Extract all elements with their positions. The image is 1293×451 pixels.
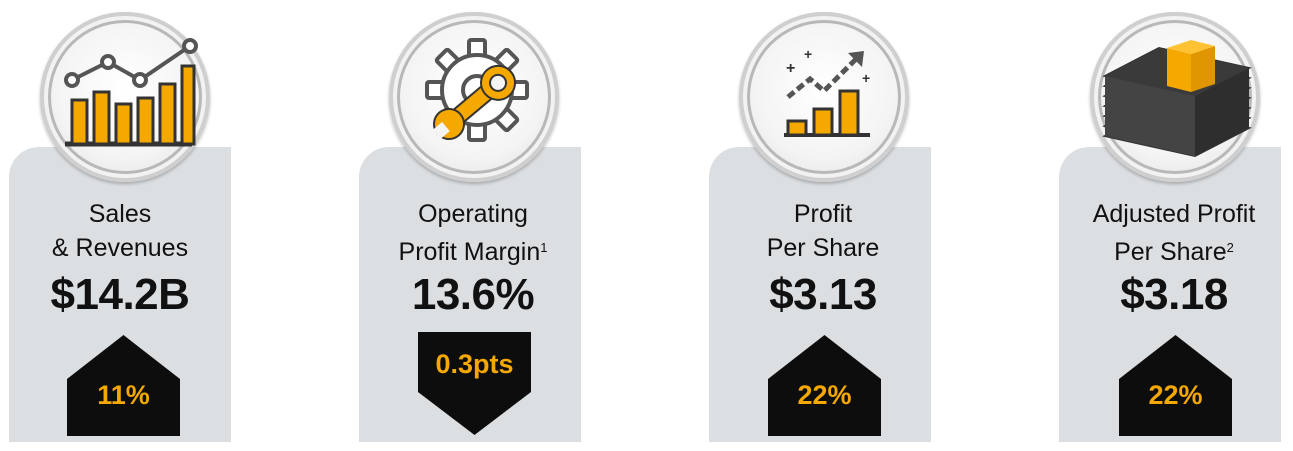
metric-label-line1: Profit (793, 200, 853, 228)
change-badge-up-profit-per-share: 22% (768, 335, 881, 436)
change-value-profit-per-share: 22% (797, 380, 852, 410)
growth-chart-icon: + + + (784, 46, 870, 137)
metric-icon-circle-operating-margin (389, 12, 559, 182)
footnote-marker: 2 (1226, 240, 1234, 255)
metric-label-line1: Sales (88, 200, 152, 228)
metric-icon-circle-adjusted-profit-per-share (1090, 12, 1260, 182)
cash-stack-icon (1102, 40, 1252, 158)
footnote-marker: 1 (540, 240, 548, 255)
metric-label-line2: Profit Margin (398, 238, 541, 266)
up-arrow-shape-icon (768, 335, 881, 436)
metric-label-operating-margin: Operating Profit Margin1 (359, 197, 587, 269)
svg-text:+: + (804, 46, 812, 62)
change-value-sales: 11% (97, 380, 150, 410)
change-value-operating-margin: 0.3pts (435, 349, 514, 379)
metric-value-adjusted-profit-per-share: $3.18 (1120, 270, 1228, 319)
change-badge-up-sales: 11% (67, 335, 180, 436)
metric-label-line2: Per Share (1114, 238, 1227, 266)
metric-label-line2: Per Share (766, 234, 880, 262)
up-arrow-shape-icon (67, 335, 180, 436)
metric-label-profit-per-share: Profit Per Share (709, 197, 937, 265)
svg-text:+: + (786, 60, 795, 77)
change-badge-up-adjusted-profit-per-share: 22% (1119, 335, 1232, 436)
svg-text:+: + (862, 70, 870, 86)
bar-line-chart-icon (64, 38, 198, 147)
metric-label-line2-wrap: Profit Margin1 (359, 231, 587, 269)
metric-value-operating-margin: 13.6% (411, 270, 535, 319)
metric-label-line2-wrap: Per Share2 (1059, 231, 1289, 269)
change-badge-down-operating-margin: 0.3pts (418, 332, 531, 435)
metric-label-adjusted-profit-per-share: Adjusted Profit Per Share2 (1059, 197, 1289, 269)
up-arrow-shape-icon (1119, 335, 1232, 436)
change-value-adjusted-profit-per-share: 22% (1148, 380, 1203, 410)
metric-label-line2: & Revenues (51, 234, 189, 262)
metric-value-profit-per-share: $3.13 (769, 270, 877, 319)
metric-label-line1: Adjusted Profit (1092, 200, 1256, 228)
down-arrow-shape-icon (418, 332, 531, 435)
metric-icon-circle-sales (40, 12, 210, 182)
metric-label-line1: Operating (418, 200, 528, 228)
metric-icon-circle-profit-per-share: + + + (739, 12, 909, 182)
metric-value-sales: $14.2B (50, 270, 190, 319)
gear-wrench-icon (425, 38, 529, 142)
metric-label-sales: Sales & Revenues (9, 197, 231, 265)
